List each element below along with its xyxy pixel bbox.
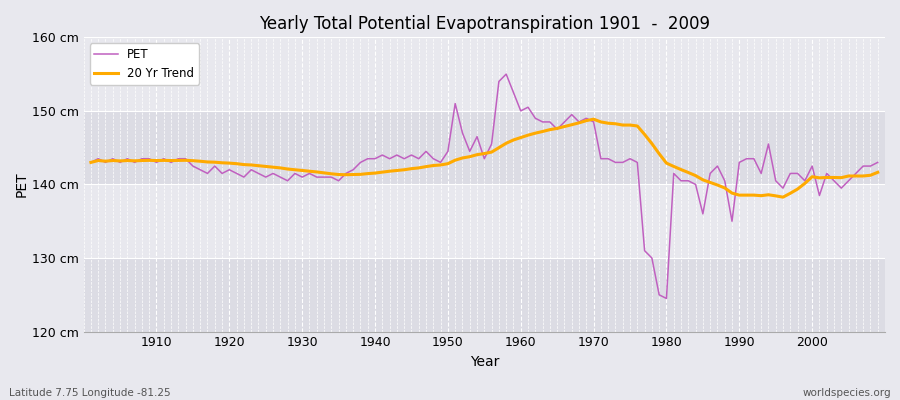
20 Yr Trend [144, 158, 155, 163]
PET [516, 108, 526, 113]
Bar [84, 111, 885, 184]
PET [872, 160, 883, 165]
20 Yr Trend [508, 138, 519, 142]
20 Yr Trend [589, 117, 599, 122]
Title: Yearly Total Potential Evapotranspiration 1901  -  2009: Yearly Total Potential Evapotranspiratio… [259, 15, 710, 33]
20 Yr Trend [872, 170, 883, 175]
20 Yr Trend [778, 195, 788, 200]
Y-axis label: PET: PET [15, 172, 29, 197]
PET [610, 160, 621, 165]
PET [500, 72, 511, 76]
20 Yr Trend [86, 160, 96, 165]
Legend: PET, 20 Yr Trend: PET, 20 Yr Trend [89, 43, 199, 84]
X-axis label: Year: Year [470, 355, 499, 369]
Bar [84, 258, 885, 332]
Bar [84, 37, 885, 111]
PET [86, 160, 96, 165]
PET [523, 105, 534, 110]
Text: Latitude 7.75 Longitude -81.25: Latitude 7.75 Longitude -81.25 [9, 388, 171, 398]
Line: 20 Yr Trend: 20 Yr Trend [91, 119, 878, 197]
PET [304, 171, 315, 176]
20 Yr Trend [304, 169, 315, 174]
20 Yr Trend [516, 135, 526, 140]
20 Yr Trend [347, 172, 358, 177]
Text: worldspecies.org: worldspecies.org [803, 388, 891, 398]
PET [144, 156, 155, 161]
Line: PET: PET [91, 74, 878, 298]
Bar [84, 184, 885, 258]
PET [661, 296, 671, 301]
PET [347, 167, 358, 172]
20 Yr Trend [610, 121, 621, 126]
